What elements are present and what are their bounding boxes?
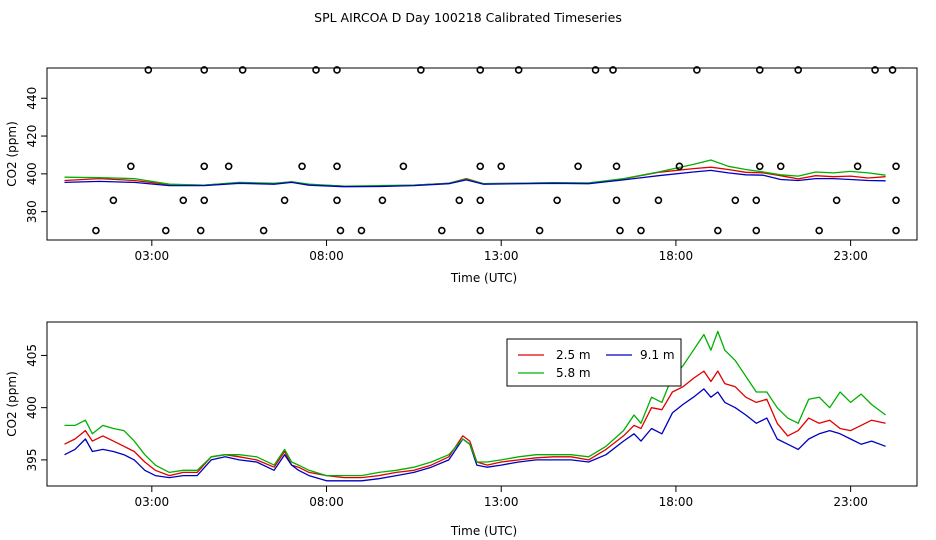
- top-calibration-point-17: [333, 162, 341, 171]
- top-calibration-point-23: [417, 66, 425, 74]
- top-xtick-label-08-00: 08:00: [309, 249, 344, 263]
- panel-top-calibrated-timeseries: 03:00 08:00 13:00 18:00 23:00 380 400 420 440 Ti…: [5, 66, 918, 285]
- top-calibration-point-12: [259, 226, 268, 235]
- top-xtick-label-23-00: 23:00: [833, 249, 868, 263]
- top-calibration-point-39: [616, 226, 624, 235]
- top-ytick-label-400: 400: [25, 162, 39, 185]
- top-calibration-point-47: [752, 196, 761, 205]
- top-calibration-point-3: [144, 66, 153, 74]
- top-calibration-point-50: [776, 162, 785, 171]
- top-calibration-point-59: [892, 226, 900, 235]
- top-calibration-point-56: [888, 66, 897, 74]
- top-calibration-point-8: [200, 162, 209, 171]
- top-calibration-point-25: [455, 196, 464, 205]
- top-calibration-point-34: [574, 162, 582, 171]
- bottom-xtick-label-03-00: 03:00: [135, 495, 170, 509]
- top-calibration-point-33: [553, 196, 561, 205]
- bottom-xtick-label-18-00: 18:00: [659, 495, 694, 509]
- top-calibration-point-27: [476, 196, 485, 205]
- top-calibration-point-45: [731, 196, 740, 205]
- top-xtick-label-18-00: 18:00: [659, 249, 694, 263]
- top-ytick-label-440: 440: [25, 87, 39, 110]
- top-calibration-point-16: [333, 66, 341, 74]
- bottom-series-line-5-8-m: [64, 330, 886, 477]
- top-calibration-point-7: [200, 196, 209, 205]
- top-calibration-point-46: [752, 226, 761, 235]
- top-calibration-point-9: [200, 66, 209, 74]
- legend-label-5-8m: 5.8 m: [556, 366, 591, 380]
- top-calibration-point-52: [815, 226, 823, 235]
- top-calibration-point-20: [357, 226, 366, 235]
- top-calibration-point-18: [333, 196, 341, 205]
- plot-frame-top: [46, 67, 918, 241]
- bottom-series-line-9-1-m: [64, 388, 886, 482]
- top-calibration-point-22: [399, 162, 408, 171]
- top-calibration-point-5: [179, 196, 188, 205]
- bottom-ytick-label-395: 395: [25, 448, 39, 471]
- top-calibration-point-57: [892, 162, 900, 171]
- y-axis-label-bottom: CO2 (ppm): [5, 371, 19, 437]
- bottom-ytick-label-400: 400: [25, 396, 39, 419]
- top-calibration-point-13: [280, 196, 289, 205]
- x-axis-label-top: Time (UTC): [450, 271, 517, 285]
- legend-box: [506, 338, 682, 387]
- top-calibration-point-44: [714, 226, 722, 235]
- top-calibration-point-58: [892, 196, 900, 205]
- legend: 2.5 m 9.1 m 5.8 m: [506, 338, 682, 387]
- top-calibration-point-43: [693, 66, 701, 74]
- legend-label-2-5m: 2.5 m: [556, 348, 591, 362]
- top-calibration-point-41: [654, 196, 663, 205]
- top-ytick-label-380: 380: [25, 200, 39, 223]
- top-calibration-point-54: [853, 162, 862, 171]
- top-calibration-point-28: [476, 162, 485, 171]
- top-calibration-point-51: [794, 66, 803, 74]
- top-calibration-point-36: [609, 66, 617, 74]
- top-calibration-point-29: [476, 66, 485, 74]
- top-calibration-point-38: [612, 196, 621, 205]
- top-calibration-point-15: [312, 66, 320, 74]
- top-calibration-point-30: [497, 162, 506, 171]
- top-calibration-point-37: [612, 162, 621, 171]
- top-calibration-point-40: [637, 226, 645, 235]
- top-series-line-9-1-m: [64, 169, 886, 188]
- bottom-xtick-label-08-00: 08:00: [309, 495, 344, 509]
- top-calibration-point-55: [871, 66, 879, 74]
- plot-frame-bottom: [46, 321, 918, 487]
- top-calibration-point-10: [224, 162, 233, 171]
- panel-bottom-co2-heights: 03:00 08:00 13:00 18:00 23:00 395 400 405 2.5 m…: [5, 321, 918, 538]
- top-calibration-point-1: [109, 196, 118, 205]
- legend-label-9-1m: 9.1 m: [640, 348, 675, 362]
- bottom-series-line-2-5-m: [64, 370, 886, 479]
- bottom-xtick-label-23-00: 23:00: [833, 495, 868, 509]
- top-calibration-point-26: [476, 226, 485, 235]
- top-calibration-point-24: [438, 226, 446, 235]
- top-calibration-point-48: [755, 162, 764, 171]
- top-calibration-point-21: [378, 196, 387, 205]
- top-calibration-point-14: [298, 162, 306, 171]
- top-calibration-point-31: [514, 66, 523, 74]
- top-ytick-label-420: 420: [25, 125, 39, 148]
- top-calibration-point-4: [161, 226, 170, 235]
- top-calibration-point-53: [832, 196, 841, 205]
- x-axis-label-bottom: Time (UTC): [450, 524, 517, 538]
- top-xtick-label-13-00: 13:00: [484, 249, 519, 263]
- top-calibration-point-32: [535, 226, 544, 235]
- bottom-ytick-label-405: 405: [25, 344, 39, 367]
- chart-title: SPL AIRCOA D Day 100218 Calibrated Times…: [314, 10, 622, 25]
- top-calibration-point-0: [92, 226, 100, 235]
- top-calibration-point-49: [755, 66, 764, 74]
- top-calibration-point-11: [238, 66, 247, 74]
- top-calibration-point-19: [336, 226, 345, 235]
- top-series-line-2-5-m: [64, 166, 886, 187]
- top-calibration-point-42: [675, 162, 684, 171]
- top-xtick-label-03-00: 03:00: [135, 249, 170, 263]
- top-calibration-point-2: [127, 162, 135, 171]
- top-calibration-point-35: [591, 66, 600, 74]
- top-calibration-point-6: [196, 226, 205, 235]
- bottom-xtick-label-13-00: 13:00: [484, 495, 519, 509]
- y-axis-label-top: CO2 (ppm): [5, 121, 19, 187]
